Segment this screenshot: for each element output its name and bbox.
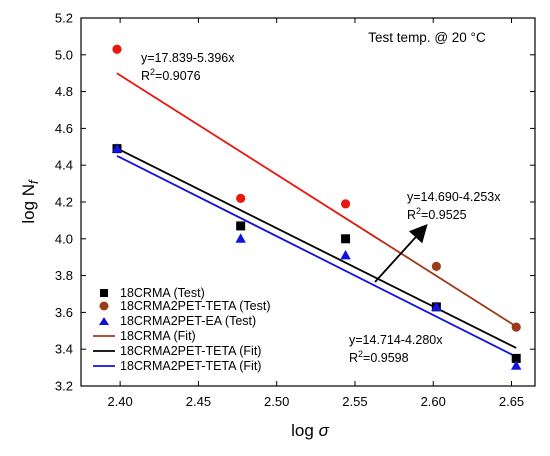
axis-ticks: 2.40 2.45 2.50 2.55 2.60 2.65 3.2 3.4 3.6 3.8 4.0 4…: [55, 11, 535, 409]
y-tick-label: 4.4: [55, 158, 73, 173]
legend-marker-circle: [99, 301, 109, 311]
y-tick-label: 3.2: [55, 379, 73, 394]
legend: 18CRMA (Test) 18CRMA2PET-TETA (Test) 18C…: [93, 286, 271, 373]
fit-lines: [116, 72, 517, 358]
data-point-circle: [431, 261, 441, 271]
x-tick-label: 2.45: [186, 394, 211, 409]
y-tick-label: 5.0: [55, 47, 73, 62]
legend-label-test-3: 18CRMA2PET-EA (Test): [120, 314, 256, 328]
x-tick-label: 2.40: [107, 394, 132, 409]
x-tick-label: 2.60: [421, 394, 446, 409]
legend-label-fit-2: 18CRMA2PET-TETA (Fit): [120, 344, 261, 358]
legend-marker-triangle: [99, 317, 109, 325]
y-tick-label: 4.2: [55, 195, 73, 210]
equation-blue-fit: y=14.714-4.280x: [349, 333, 443, 347]
equation-red-fit: y=17.839-5.396x: [141, 51, 235, 65]
annotation-arrow: [374, 224, 428, 283]
data-point-circle: [112, 44, 122, 54]
data-point-circle: [236, 193, 246, 203]
data-point-circle: [340, 199, 351, 209]
equation-black-fit: y=14.690-4.253x: [407, 190, 501, 204]
data-point-square: [236, 221, 246, 231]
test-temperature-label: Test temp. @ 20 °C: [368, 30, 486, 45]
data-point-square: [341, 234, 351, 244]
fit-line-1: [116, 72, 517, 328]
fit-line-3: [116, 155, 517, 358]
x-axis-title: log σ: [291, 421, 329, 440]
data-point-triangle: [511, 360, 522, 370]
fit-line-2: [116, 147, 517, 349]
y-tick-label: 4.6: [55, 121, 73, 136]
legend-label-fit-1: 18CRMA (Fit): [120, 329, 196, 343]
legend-label-fit-3: 18CRMA2PET-TETA (Fit): [120, 359, 261, 373]
data-point-triangle: [111, 143, 123, 153]
y-tick-label: 3.6: [55, 305, 73, 320]
x-tick-label: 2.55: [342, 394, 367, 409]
y-tick-label: 4.8: [55, 84, 73, 99]
r2-black-fit: R2=0.9525: [407, 206, 467, 222]
x-tick-label: 2.50: [264, 394, 289, 409]
y-axis-title: log Nf: [19, 179, 41, 224]
legend-label-test-2: 18CRMA2PET-TETA (Test): [120, 299, 271, 313]
data-points: [111, 44, 522, 370]
legend-label-test-1: 18CRMA (Test): [120, 286, 205, 300]
data-point-triangle: [431, 301, 442, 311]
data-point-circle: [511, 322, 521, 332]
x-tick-label: 2.65: [499, 394, 524, 409]
data-point-triangle: [235, 233, 246, 243]
data-point-triangle: [340, 249, 351, 260]
data-point-square: [511, 353, 521, 363]
y-tick-label: 3.8: [55, 268, 73, 283]
y-tick-label: 5.2: [55, 11, 73, 26]
r2-blue-fit: R2=0.9598: [349, 349, 409, 365]
y-tick-label: 3.4: [55, 342, 73, 357]
r2-red-fit: R2=0.9076: [141, 67, 201, 83]
y-tick-label: 4.0: [55, 231, 73, 246]
legend-marker-square: [100, 289, 108, 297]
